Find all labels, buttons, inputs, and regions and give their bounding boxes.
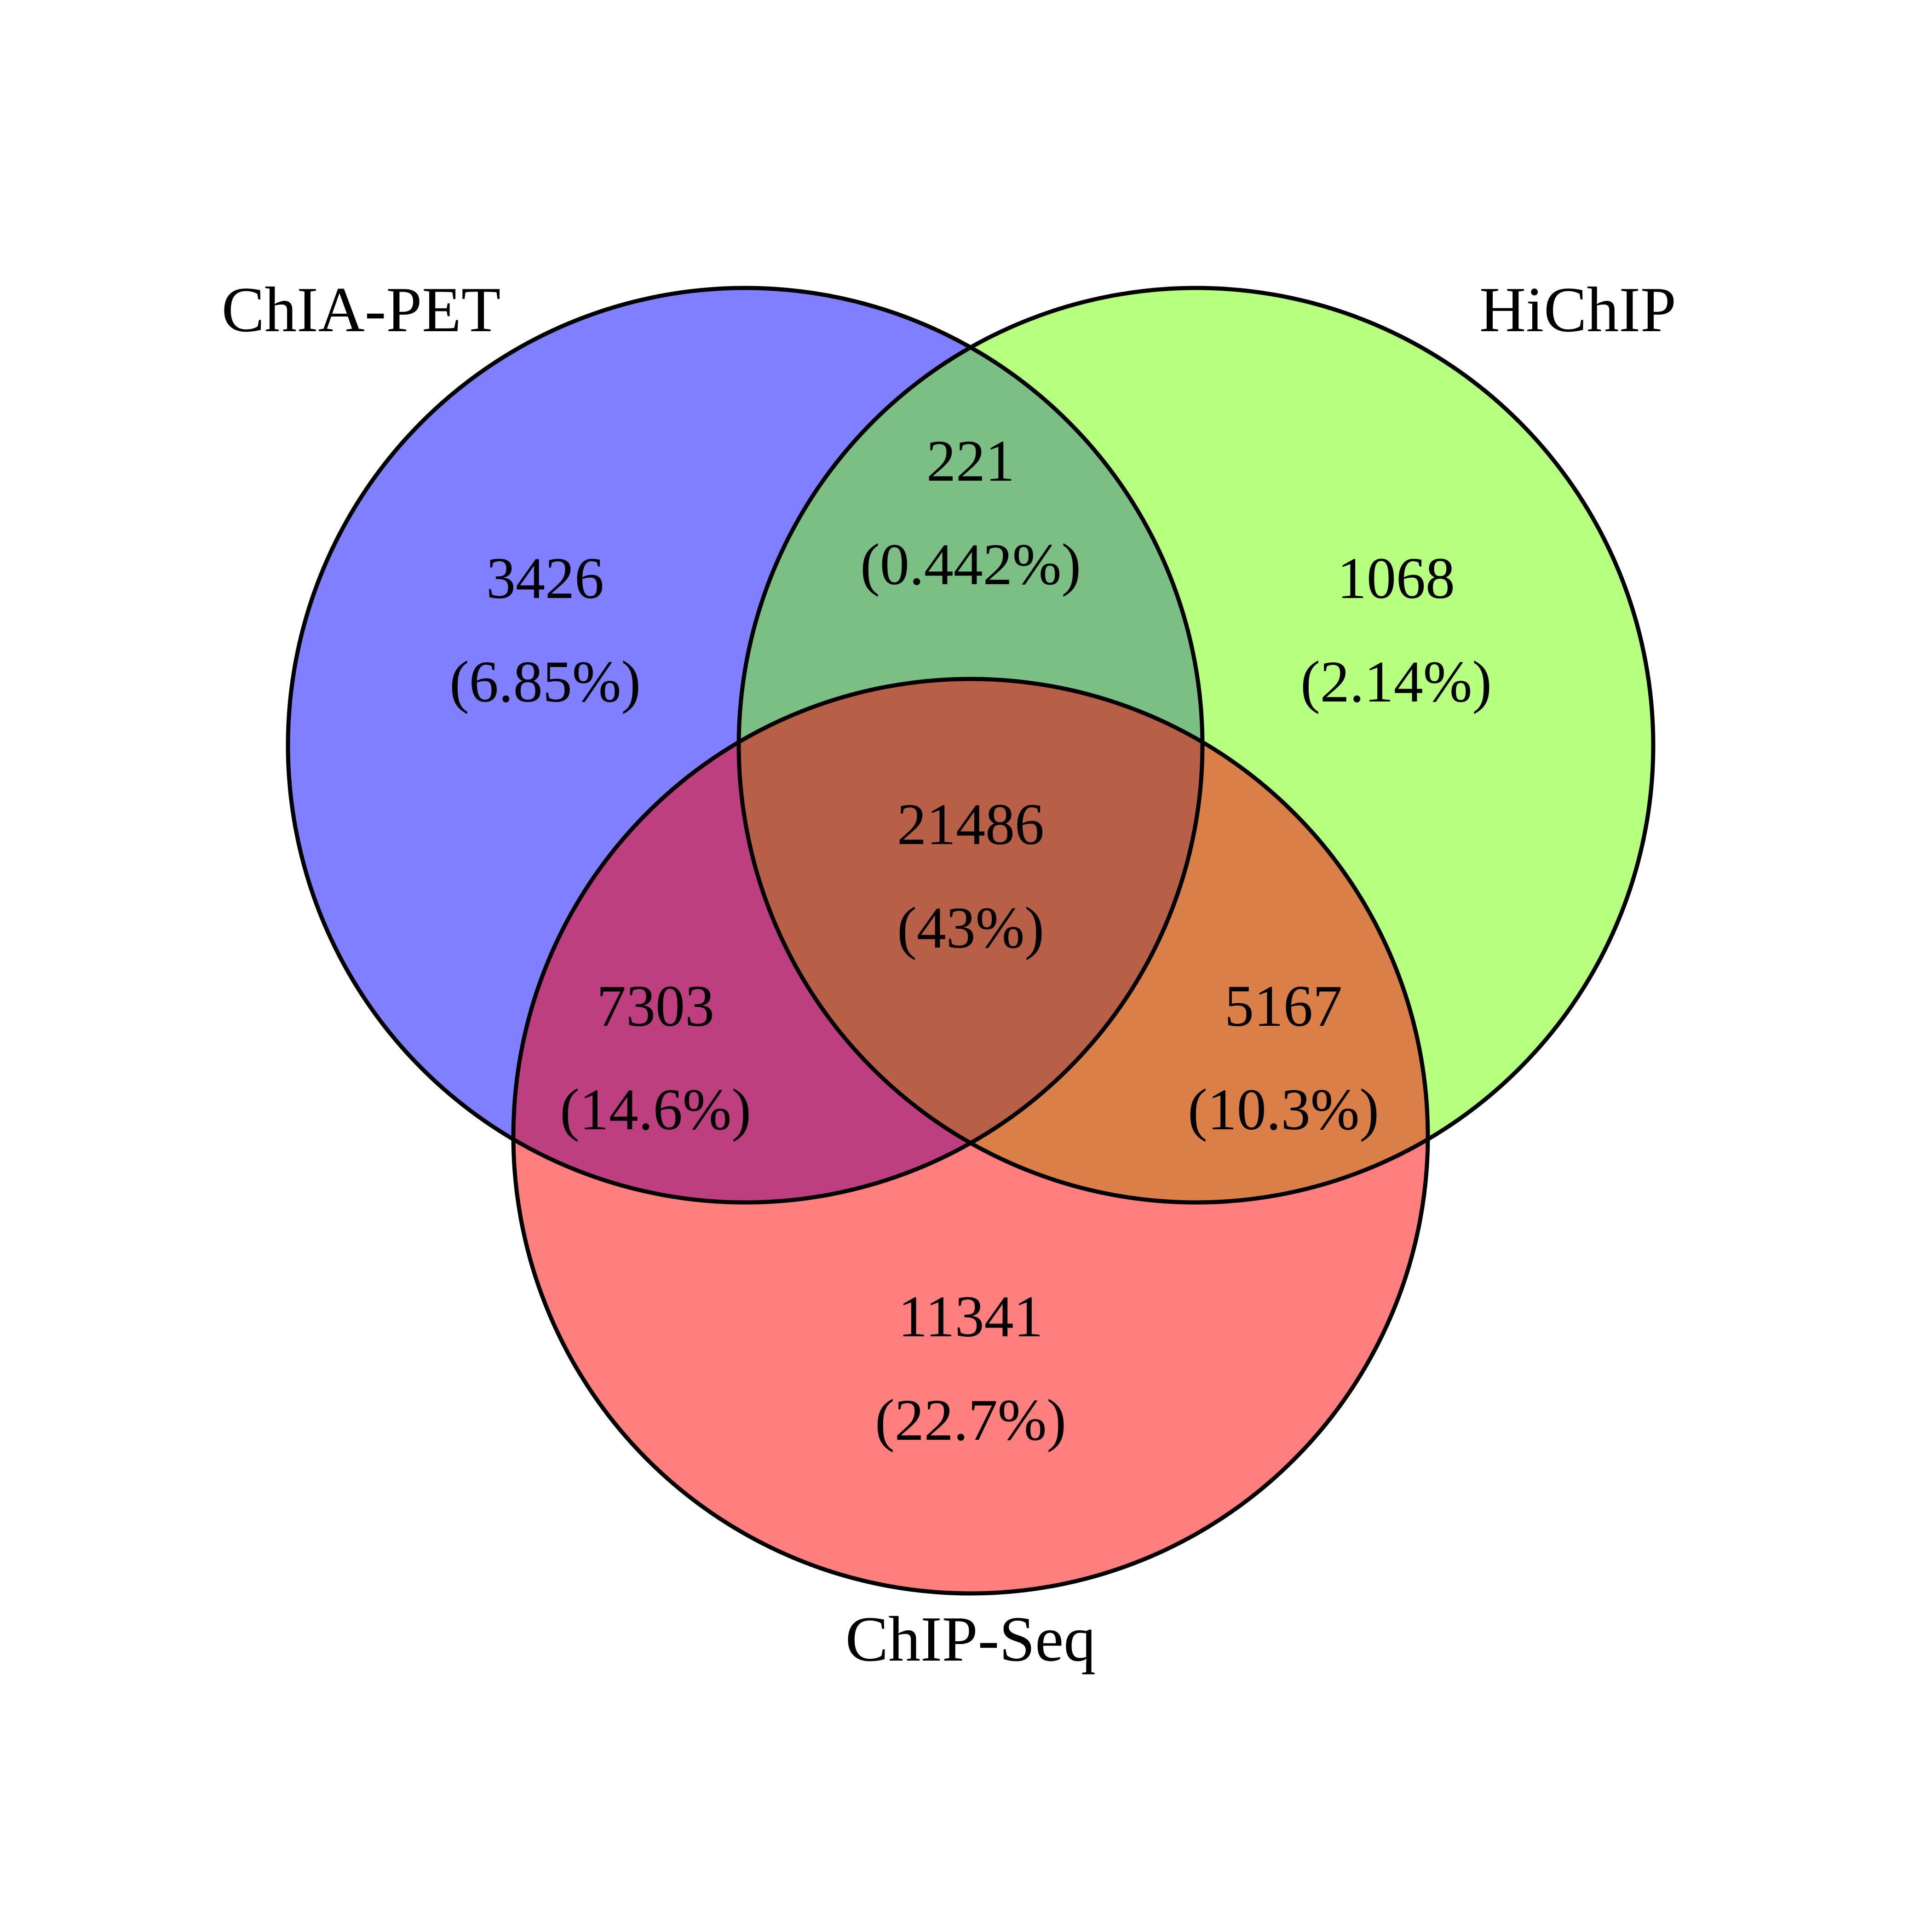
ab-count: 221 xyxy=(926,428,1015,494)
ab-percent: (0.442%) xyxy=(860,532,1081,597)
c-only-percent: (22.7%) xyxy=(875,1387,1066,1453)
c-only-count: 11341 xyxy=(898,1284,1043,1349)
hichip-outline xyxy=(736,286,1656,1205)
abc-count: 21486 xyxy=(897,792,1044,857)
bc-count: 5167 xyxy=(1225,973,1342,1039)
chia-pet-outline xyxy=(286,286,1205,1205)
circle-outlines xyxy=(286,286,1656,1596)
bc-percent: (10.3%) xyxy=(1188,1077,1379,1142)
b-only-count: 1068 xyxy=(1337,546,1455,611)
ac-count: 7303 xyxy=(597,973,714,1039)
set-label-chip-seq: ChIP-Seq xyxy=(845,1604,1096,1675)
ac-percent: (14.6%) xyxy=(560,1077,751,1142)
set-label-hichip: HiChIP xyxy=(1479,274,1676,345)
a-only-percent: (6.85%) xyxy=(449,649,641,714)
abc-percent: (43%) xyxy=(897,895,1044,960)
b-only-percent: (2.14%) xyxy=(1300,649,1492,714)
a-only-count: 3426 xyxy=(486,546,604,611)
set-label-chia-pet: ChIA-PET xyxy=(222,274,501,345)
chip-seq-outline xyxy=(511,677,1430,1596)
